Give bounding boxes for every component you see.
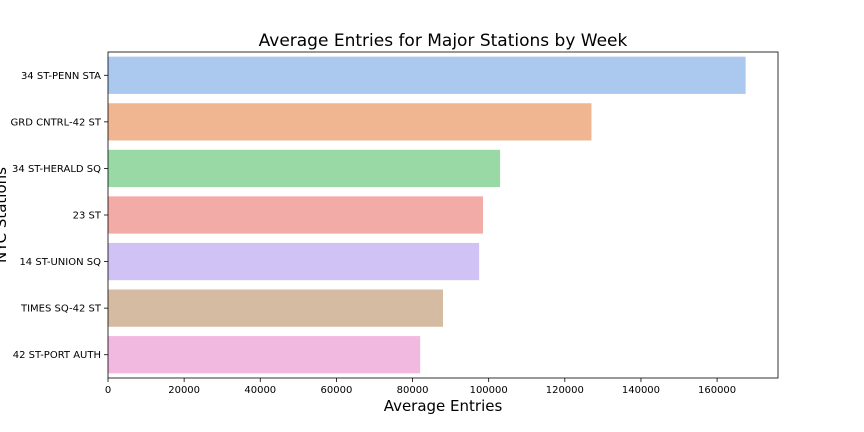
chart-title: Average Entries for Major Stations by We… <box>259 31 628 51</box>
y-tick-label: 23 ST <box>73 211 102 222</box>
bar <box>108 196 483 234</box>
bar <box>108 242 480 281</box>
x-tick-label: 160000 <box>698 385 736 396</box>
y-tick-label: 14 ST-UNION SQ <box>19 257 101 268</box>
x-axis-label: Average Entries <box>384 397 503 415</box>
x-tick-label: 100000 <box>470 385 508 396</box>
x-tick-label: 40000 <box>244 385 276 396</box>
x-tick-label: 20000 <box>168 385 200 396</box>
plot-frame <box>107 51 779 379</box>
bars-group <box>108 56 746 374</box>
y-axis-label: NYC Stations <box>0 167 10 263</box>
x-tick-label: 0 <box>105 385 111 396</box>
bar <box>108 103 592 141</box>
y-tick-label: GRD CNTRL-42 ST <box>11 117 102 128</box>
y-tick-label: 42 ST-PORT AUTH <box>13 350 101 361</box>
bar <box>108 336 421 374</box>
bar <box>108 56 746 94</box>
y-axis-ticks: 34 ST-PENN STA GRD CNTRL-42 ST 34 ST-HERAL… <box>11 71 108 361</box>
y-tick-label: 34 ST-PENN STA <box>21 71 101 82</box>
x-axis-ticks: 0 20000 40000 60000 80000 100000 120000 140000 1… <box>105 378 736 396</box>
bar <box>108 289 443 327</box>
x-tick-label: 140000 <box>622 385 660 396</box>
x-tick-label: 80000 <box>397 385 429 396</box>
bar <box>108 149 501 188</box>
y-tick-label: 34 ST-HERALD SQ <box>12 164 101 175</box>
y-tick-label: TIMES SQ-42 ST <box>20 304 102 315</box>
x-tick-label: 120000 <box>546 385 584 396</box>
x-tick-label: 60000 <box>321 385 353 396</box>
